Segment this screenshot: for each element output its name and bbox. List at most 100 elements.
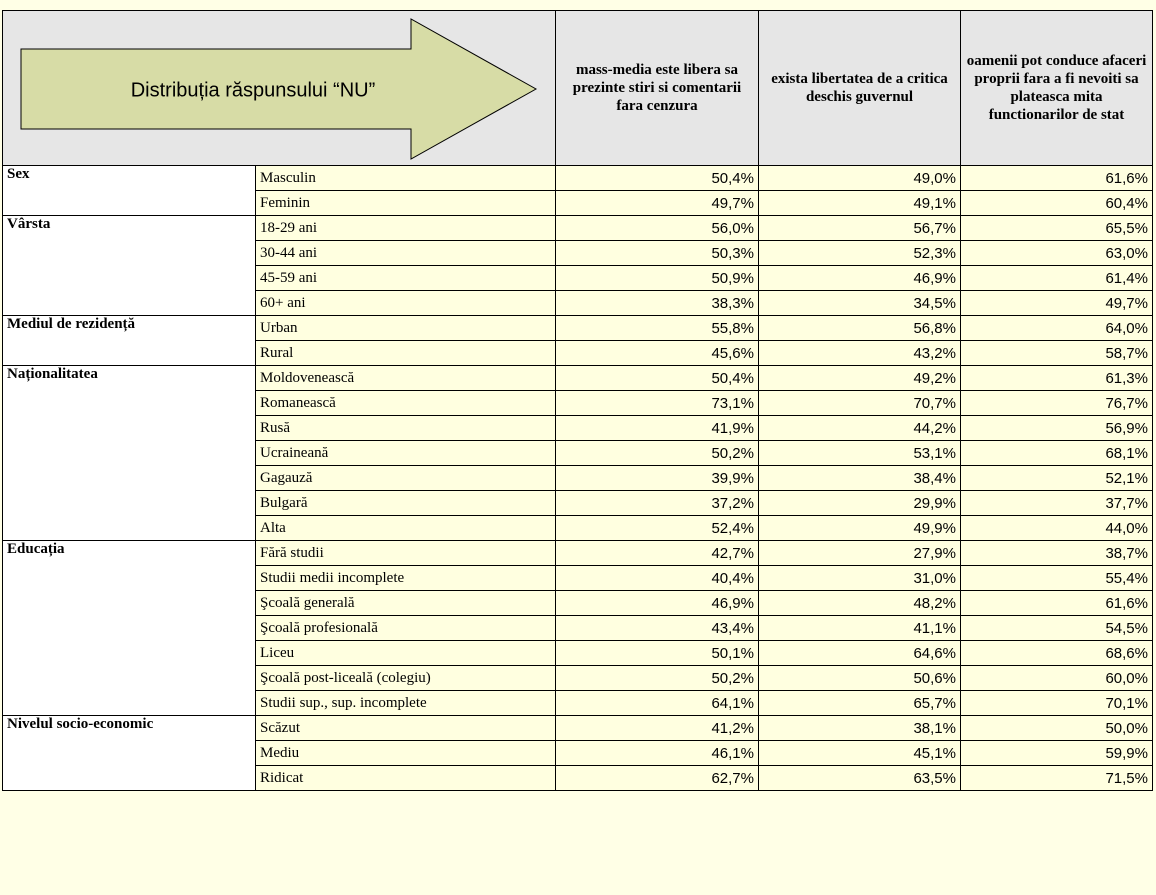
group-label: Nivelul socio-economic [2, 715, 256, 791]
table-body: Sex Masculin 50,4% 49,0% 61,6% Feminin 49,7% 49… [2, 165, 1153, 791]
value-cell: 63,0% [960, 240, 1153, 266]
value-cell: 56,7% [758, 215, 961, 241]
row: 30-44 ani 50,3% 52,3% 63,0% [3, 240, 1153, 266]
table: Distribuția răspunsului “NU” mass-media … [2, 10, 1153, 791]
row: Vârsta 18-29 ani 56,0% 56,7% 65,5% [2, 215, 1153, 316]
value-cell: 56,9% [960, 415, 1153, 441]
row-label: Rural [255, 340, 556, 366]
table-wrap: Distribuția răspunsului “NU” mass-media … [2, 10, 1153, 791]
value-cell: 38,4% [758, 465, 961, 491]
row: Liceu 50,1% 64,6% 68,6% [3, 640, 1153, 666]
value-cell: 41,1% [758, 615, 961, 641]
arrow-title: Distribuția răspunsului “NU” [131, 79, 376, 101]
row-label: Şcoală post-liceală (colegiu) [255, 665, 556, 691]
row: Mediul de rezidență Urban 55,8% 56,8% 64,0% [2, 315, 1153, 366]
row: Şcoală profesională 43,4% 41,1% 54,5% [3, 615, 1153, 641]
value-cell: 65,5% [960, 215, 1153, 241]
value-cell: 49,7% [555, 190, 759, 216]
value-cell: 41,9% [555, 415, 759, 441]
value-cell: 34,5% [758, 290, 961, 316]
value-cell: 70,7% [758, 390, 961, 416]
row-label: Masculin [255, 165, 556, 191]
value-cell: 37,2% [555, 490, 759, 516]
row-label: Ucraineană [255, 440, 556, 466]
value-cell: 27,9% [758, 540, 961, 566]
value-cell: 41,2% [555, 715, 759, 741]
row-label: Moldovenească [255, 365, 556, 391]
value-cell: 64,6% [758, 640, 961, 666]
value-cell: 46,9% [555, 590, 759, 616]
value-cell: 40,4% [555, 565, 759, 591]
value-cell: 49,0% [758, 165, 961, 191]
value-cell: 56,8% [758, 315, 961, 341]
row-label: Feminin [255, 190, 556, 216]
value-cell: 50,9% [555, 265, 759, 291]
row: Ridicat 62,7% 63,5% 71,5% [3, 765, 1153, 791]
value-cell: 56,0% [555, 215, 759, 241]
row-label: 30-44 ani [255, 240, 556, 266]
value-cell: 60,4% [960, 190, 1153, 216]
value-cell: 63,5% [758, 765, 961, 791]
value-cell: 45,6% [555, 340, 759, 366]
value-cell: 53,1% [758, 440, 961, 466]
value-cell: 44,0% [960, 515, 1153, 541]
column-header: mass-media este libera sa prezinte stiri… [555, 10, 759, 166]
value-cell: 49,9% [758, 515, 961, 541]
row: Gagauză 39,9% 38,4% 52,1% [3, 465, 1153, 491]
value-cell: 44,2% [758, 415, 961, 441]
row-label: 45-59 ani [255, 265, 556, 291]
row: Rusă 41,9% 44,2% 56,9% [3, 415, 1153, 441]
value-cell: 61,3% [960, 365, 1153, 391]
value-cell: 55,4% [960, 565, 1153, 591]
row: Naționalitatea Moldovenească 50,4% 49,2% 61,… [2, 365, 1153, 541]
value-cell: 71,5% [960, 765, 1153, 791]
row-label: Studii sup., sup. incomplete [255, 690, 556, 716]
value-cell: 58,7% [960, 340, 1153, 366]
row: Studii medii incomplete 40,4% 31,0% 55,4% [3, 565, 1153, 591]
value-cell: 64,0% [960, 315, 1153, 341]
value-cell: 31,0% [758, 565, 961, 591]
value-cell: 59,9% [960, 740, 1153, 766]
value-cell: 50,3% [555, 240, 759, 266]
value-cell: 45,1% [758, 740, 961, 766]
group-label: Mediul de rezidență [2, 315, 256, 366]
row-label: 60+ ani [255, 290, 556, 316]
value-cell: 50,6% [758, 665, 961, 691]
value-cell: 39,9% [555, 465, 759, 491]
value-cell: 55,8% [555, 315, 759, 341]
value-cell: 43,2% [758, 340, 961, 366]
group-label: Educația [2, 540, 256, 716]
value-cell: 38,3% [555, 290, 759, 316]
value-cell: 49,7% [960, 290, 1153, 316]
value-cell: 48,2% [758, 590, 961, 616]
value-cell: 46,9% [758, 265, 961, 291]
value-cell: 61,4% [960, 265, 1153, 291]
value-cell: 52,4% [555, 515, 759, 541]
row-label: Rusă [255, 415, 556, 441]
value-cell: 52,3% [758, 240, 961, 266]
row-label: Scăzut [255, 715, 556, 741]
group-label: Vârsta [2, 215, 256, 316]
value-cell: 62,7% [555, 765, 759, 791]
value-cell: 70,1% [960, 690, 1153, 716]
row: Şcoală post-liceală (colegiu) 50,2% 50,6% 6… [3, 665, 1153, 691]
value-cell: 50,4% [555, 165, 759, 191]
value-cell: 49,2% [758, 365, 961, 391]
row: Nivelul socio-economic Scăzut 41,2% 38,1% 50… [2, 715, 1153, 791]
row-label: Gagauză [255, 465, 556, 491]
corner-cell: Distribuția răspunsului “NU” [2, 10, 556, 166]
value-cell: 50,4% [555, 365, 759, 391]
row: Sex Masculin 50,4% 49,0% 61,6% [2, 165, 1153, 216]
value-cell: 73,1% [555, 390, 759, 416]
row-label: Studii medii incomplete [255, 565, 556, 591]
row-label: Mediu [255, 740, 556, 766]
value-cell: 37,7% [960, 490, 1153, 516]
column-header: oamenii pot conduce afaceri proprii fara… [960, 10, 1153, 166]
row: Educația Fără studii 42,7% 27,9% 38,7% [2, 540, 1153, 716]
row-label: Şcoală generală [255, 590, 556, 616]
value-cell: 43,4% [555, 615, 759, 641]
value-cell: 38,7% [960, 540, 1153, 566]
value-cell: 52,1% [960, 465, 1153, 491]
header-row: Distribuția răspunsului “NU” mass-media … [2, 10, 1153, 166]
